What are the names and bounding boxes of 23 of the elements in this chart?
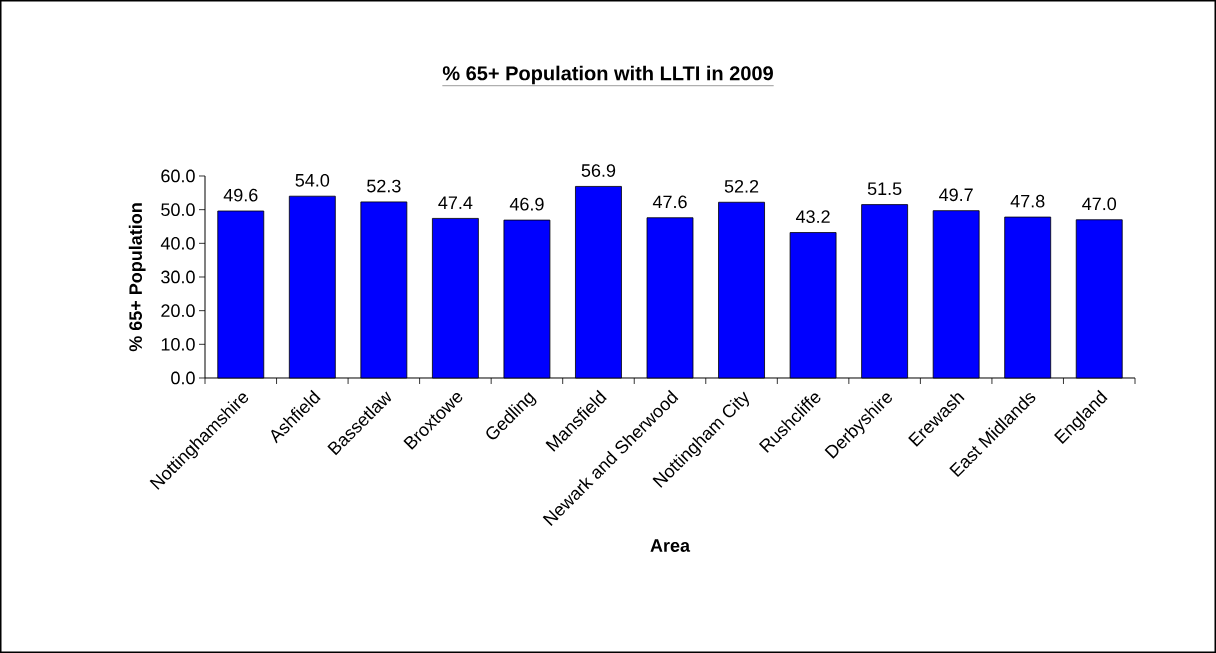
- data-label: 47.4: [438, 196, 473, 209]
- data-label: 47.8: [1010, 194, 1045, 208]
- data-label: 52.3: [367, 179, 401, 193]
- y-tick-label: 40.0: [160, 236, 195, 250]
- x-axis-title: Area: [650, 539, 691, 552]
- data-label: 46.9: [509, 197, 544, 211]
- data-label: 49.6: [223, 188, 258, 202]
- data-label: 43.2: [795, 210, 830, 224]
- data-label: 47.0: [1082, 197, 1117, 211]
- y-tick-label: 20.0: [161, 304, 195, 318]
- y-tick-label: 50.0: [161, 203, 195, 217]
- data-label: 54.0: [295, 173, 330, 187]
- data-label: 52.2: [724, 179, 759, 193]
- y-tick-label: 0.0: [171, 371, 195, 385]
- y-tick-label: 60.0: [161, 169, 195, 183]
- data-label: 51.5: [867, 182, 902, 196]
- data-label: 47.6: [652, 195, 687, 209]
- data-label: 56.9: [581, 164, 616, 177]
- y-axis-title: % 65+ Population: [128, 203, 146, 352]
- y-tick-label: 30.0: [161, 270, 195, 284]
- data-label: 49.7: [939, 188, 973, 202]
- y-tick-label: 10.0: [161, 337, 195, 351]
- chart-title: % 65+ Population with LLTI in 2009: [442, 65, 773, 85]
